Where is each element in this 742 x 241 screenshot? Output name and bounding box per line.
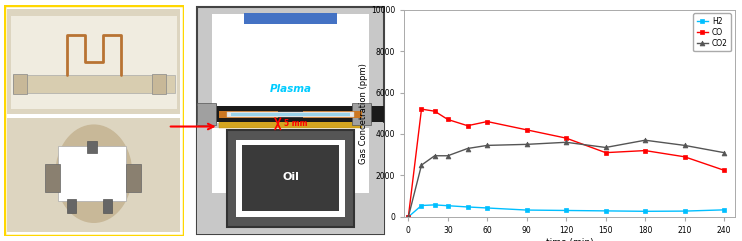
- Bar: [197, 104, 217, 124]
- Text: Plasma: Plasma: [269, 84, 312, 94]
- Bar: [197, 106, 384, 122]
- CO2: [640, 139, 649, 142]
- Circle shape: [56, 125, 132, 222]
- Line: CO: CO: [406, 107, 726, 219]
- Bar: [232, 113, 349, 116]
- H2: [417, 204, 426, 207]
- Bar: [212, 128, 369, 193]
- H2: [463, 206, 472, 208]
- Bar: [58, 146, 126, 201]
- Bar: [219, 119, 362, 128]
- Bar: [197, 7, 384, 234]
- Bar: [227, 112, 354, 117]
- X-axis label: time (min): time (min): [545, 238, 594, 241]
- CO2: [463, 147, 472, 150]
- H2: [562, 209, 571, 212]
- Bar: [7, 9, 180, 114]
- CO: [720, 169, 729, 172]
- Bar: [13, 75, 175, 93]
- Line: CO2: CO2: [406, 138, 726, 219]
- Y-axis label: Gas Concetration (ppm): Gas Concetration (ppm): [359, 63, 368, 164]
- Bar: [232, 113, 349, 116]
- CO2: [417, 164, 426, 167]
- H2: [483, 207, 492, 209]
- CO: [444, 118, 453, 121]
- Text: 5 mm: 5 mm: [284, 119, 308, 128]
- CO2: [430, 154, 439, 157]
- Bar: [352, 104, 371, 124]
- CO: [680, 155, 689, 158]
- Bar: [244, 13, 337, 24]
- H2: [680, 210, 689, 213]
- Bar: [219, 119, 362, 128]
- CO: [562, 137, 571, 140]
- Line: H2: H2: [406, 202, 726, 219]
- Bar: [235, 140, 346, 217]
- CO2: [601, 146, 610, 149]
- Bar: [303, 111, 362, 118]
- CO2: [483, 144, 492, 147]
- Bar: [103, 199, 112, 213]
- H2: [720, 208, 729, 211]
- Bar: [197, 103, 217, 125]
- Bar: [67, 199, 76, 213]
- H2: [404, 215, 413, 218]
- H2: [640, 210, 649, 213]
- Bar: [13, 74, 27, 94]
- H2: [430, 203, 439, 206]
- Bar: [126, 164, 141, 192]
- CO2: [562, 141, 571, 144]
- Legend: H2, CO, CO2: H2, CO, CO2: [694, 13, 731, 51]
- CO: [522, 128, 531, 131]
- Bar: [219, 111, 278, 118]
- Bar: [227, 130, 354, 227]
- H2: [601, 209, 610, 212]
- CO: [463, 124, 472, 127]
- CO: [640, 149, 649, 152]
- CO2: [404, 215, 413, 218]
- Bar: [87, 141, 97, 153]
- Bar: [242, 145, 339, 211]
- Bar: [7, 118, 180, 232]
- Bar: [197, 106, 384, 122]
- CO2: [444, 154, 453, 157]
- Text: Oil: Oil: [282, 172, 299, 182]
- Bar: [197, 123, 384, 234]
- Bar: [212, 14, 369, 135]
- CO: [417, 108, 426, 111]
- CO: [601, 151, 610, 154]
- Bar: [219, 111, 278, 118]
- CO: [404, 215, 413, 218]
- H2: [444, 204, 453, 207]
- CO: [483, 120, 492, 123]
- Bar: [352, 103, 371, 125]
- CO2: [720, 151, 729, 154]
- CO2: [680, 144, 689, 147]
- Bar: [151, 74, 166, 94]
- CO2: [522, 143, 531, 146]
- Bar: [227, 112, 354, 117]
- Bar: [45, 164, 59, 192]
- H2: [522, 209, 531, 212]
- Bar: [11, 16, 177, 109]
- CO: [430, 110, 439, 113]
- Bar: [303, 111, 362, 118]
